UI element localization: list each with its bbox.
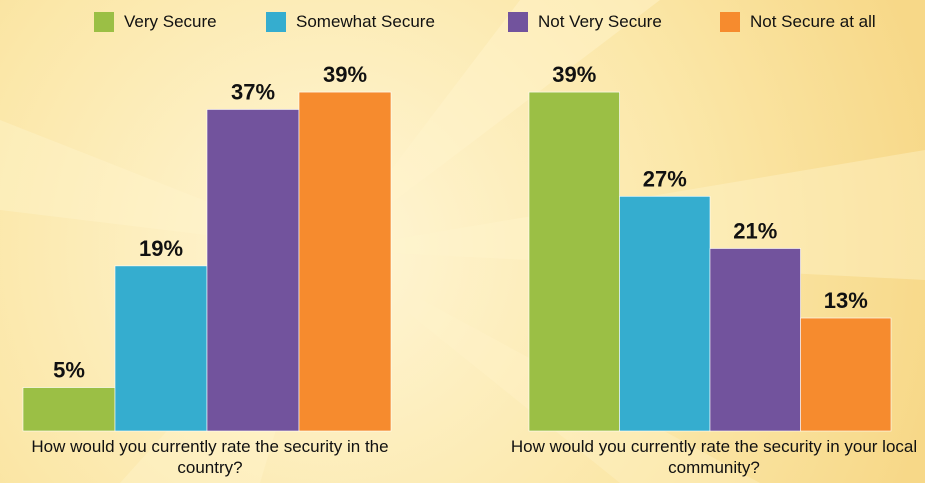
data-label-country-not-secure-at-all: 39% bbox=[323, 62, 367, 87]
legend-swatch bbox=[94, 12, 114, 32]
x-axis-label-country: How would you currently rate the securit… bbox=[31, 437, 389, 477]
data-label-local-not-secure-at-all: 13% bbox=[824, 288, 868, 313]
legend-label: Somewhat Secure bbox=[296, 12, 435, 31]
legend-swatch bbox=[720, 12, 740, 32]
legend-item-very-secure: Very Secure bbox=[94, 8, 217, 36]
bar-local-very-secure bbox=[528, 91, 620, 432]
data-label-country-not-very-secure: 37% bbox=[231, 79, 275, 104]
bar-country-somewhat-secure bbox=[114, 265, 208, 432]
data-label-country-very-secure: 5% bbox=[53, 358, 85, 383]
legend: Very Secure Somewhat Secure Not Very Sec… bbox=[0, 8, 925, 36]
legend-item-not-very-secure: Not Very Secure bbox=[508, 8, 662, 36]
bar-local-somewhat-secure bbox=[619, 196, 711, 432]
data-label-local-not-very-secure: 21% bbox=[733, 219, 777, 244]
legend-label: Not Secure at all bbox=[750, 12, 876, 31]
bar-country-very-secure bbox=[22, 387, 116, 432]
legend-item-somewhat-secure: Somewhat Secure bbox=[266, 8, 435, 36]
bar-country-not-very-secure bbox=[206, 109, 300, 432]
x-axis-label-local-community: How would you currently rate the securit… bbox=[510, 437, 918, 477]
bar-country-not-secure-at-all bbox=[298, 91, 392, 432]
legend-swatch bbox=[508, 12, 528, 32]
data-label-local-somewhat-secure: 27% bbox=[643, 166, 687, 191]
legend-label: Very Secure bbox=[124, 12, 217, 31]
data-label-country-somewhat-secure: 19% bbox=[139, 236, 183, 261]
legend-swatch bbox=[266, 12, 286, 32]
bar-local-not-secure-at-all bbox=[800, 317, 892, 432]
data-label-local-very-secure: 39% bbox=[552, 62, 596, 87]
bar-local-not-very-secure bbox=[709, 248, 801, 432]
legend-label: Not Very Secure bbox=[538, 12, 662, 31]
legend-item-not-secure-at-all: Not Secure at all bbox=[720, 8, 876, 36]
